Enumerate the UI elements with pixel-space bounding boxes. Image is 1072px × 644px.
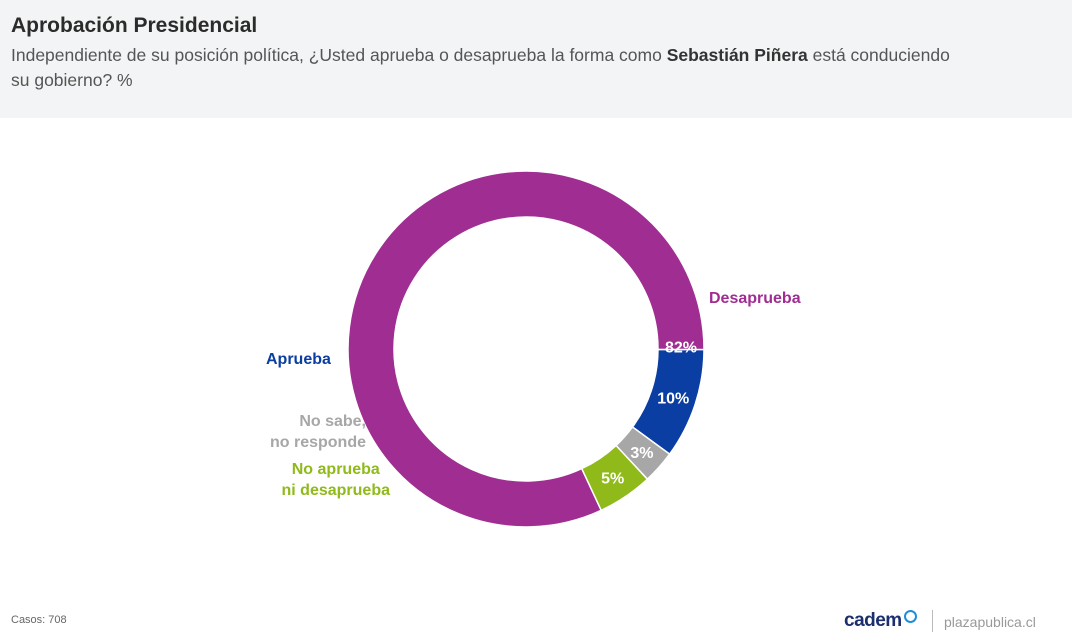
label-ni-aprueba: No aprueba ni desaprueba: [282, 459, 390, 501]
label-ni-aprueba-line2: ni desaprueba: [281, 482, 390, 499]
header: Aprobación Presidencial Independiente de…: [0, 0, 1072, 118]
question-text-bold: Sebastián Piñera: [666, 45, 808, 65]
donut-slice-0: [347, 170, 705, 528]
donut-slices: [347, 170, 705, 528]
site-name: plazapublica.cl: [944, 614, 1036, 630]
label-no-sabe-line2: no responde: [269, 434, 366, 451]
page-title: Aprobación Presidencial: [11, 14, 258, 37]
question-text-end: está conduciendo su gobierno? %: [11, 45, 950, 90]
donut-chart: 82% 10% 3% 5%: [347, 170, 705, 528]
label-ni-aprueba-line1: No aprueba: [291, 461, 380, 478]
sample-size: Casos: 708: [11, 614, 67, 626]
footer-divider: [932, 610, 933, 632]
cadem-logo-icon: [904, 610, 917, 623]
label-no-sabe: No sabe, no responde: [270, 411, 366, 453]
donut-value-labels: 82% 10% 3% 5%: [601, 339, 697, 487]
question-text-start: Independiente de su posición política, ¿…: [11, 45, 667, 65]
donut-value-3: 5%: [601, 471, 624, 488]
donut-slice-3: [580, 444, 649, 512]
chart-question: Independiente de su posición política, ¿…: [11, 43, 971, 93]
label-aprueba: Aprueba: [266, 351, 331, 368]
label-desaprueba: Desaprueba: [709, 290, 801, 307]
cadem-logo: cadem: [844, 610, 902, 631]
donut-value-1: 10%: [657, 390, 689, 407]
label-no-sabe-line1: No sabe,: [299, 413, 366, 430]
donut-value-0: 82%: [665, 339, 697, 356]
donut-value-2: 3%: [630, 445, 653, 462]
